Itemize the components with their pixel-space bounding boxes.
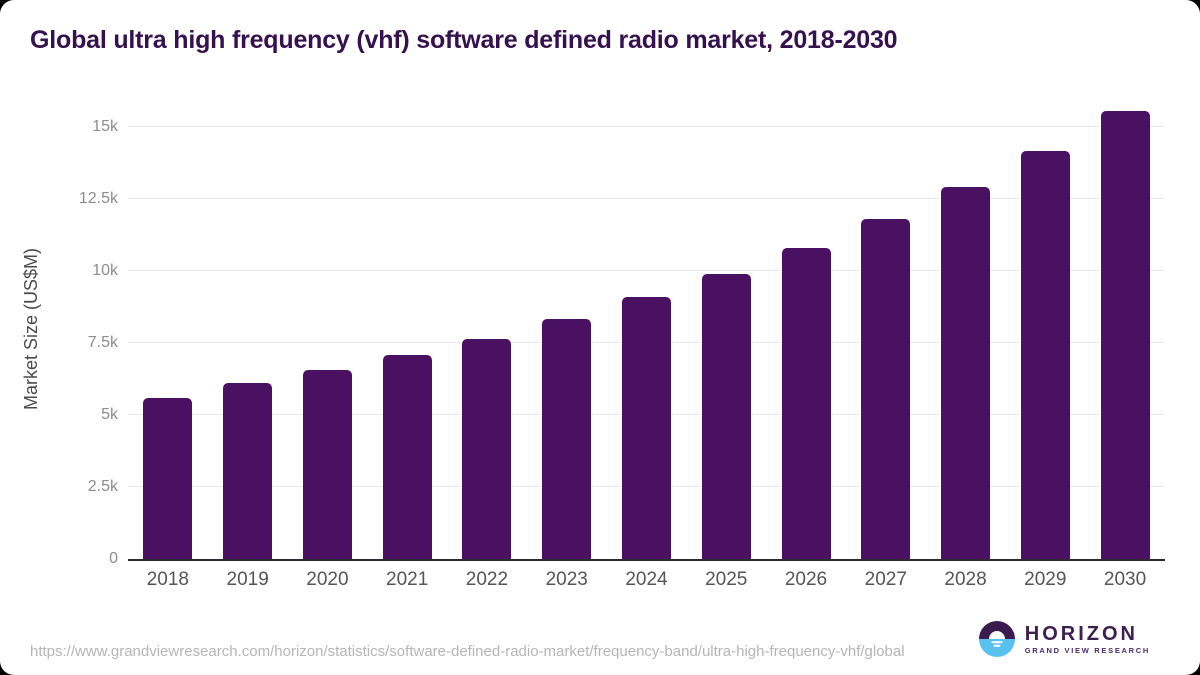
x-tick-label: 2021 [386, 569, 429, 590]
gridline [128, 198, 1165, 199]
bar-slot [128, 100, 208, 559]
y-tick-label: 2.5k [87, 478, 118, 495]
bar-slot [846, 100, 926, 559]
x-axis-labels: 2018 2019 2020 2021 2022 2023 2024 2025 2026 2027… [128, 569, 1165, 591]
bar-2026[interactable] [781, 247, 831, 559]
bar-slot [607, 100, 687, 559]
source-url: https://www.grandviewresearch.com/horizo… [30, 642, 905, 660]
horizon-logo[interactable]: HORIZON GRAND VIEW RESEARCH [978, 621, 1150, 657]
bar-slot [527, 100, 607, 559]
x-axis-line [128, 559, 1165, 561]
bar-slot [447, 100, 527, 559]
bar-2023[interactable] [542, 318, 592, 559]
x-tick-label: 2026 [784, 569, 828, 590]
x-tick-label: 2028 [944, 569, 987, 590]
y-tick-label: 15k [92, 118, 118, 135]
x-tick-label: 2030 [1103, 569, 1147, 590]
bar-2027[interactable] [861, 219, 911, 559]
bar-2020[interactable] [302, 370, 352, 559]
bar-slot [1085, 100, 1165, 559]
bar-slot [686, 100, 766, 559]
y-tick-label: 5k [101, 406, 118, 423]
bar-slot [367, 100, 447, 559]
bar-slot [288, 100, 368, 559]
horizon-sun-icon [978, 621, 1015, 657]
bar-2019[interactable] [223, 383, 273, 559]
bars-row [128, 100, 1165, 559]
chart-title: Global ultra high frequency (vhf) softwa… [30, 26, 898, 54]
bar-2022[interactable] [462, 338, 512, 559]
bar-2025[interactable] [701, 273, 751, 559]
x-tick-label: 2020 [306, 569, 349, 590]
x-tick-label: 2018 [146, 569, 190, 590]
y-tick-label: 10k [92, 262, 118, 279]
bar-2024[interactable] [621, 296, 671, 559]
bar-2029[interactable] [1020, 151, 1070, 559]
bar-slot [1005, 100, 1085, 559]
bar-slot [208, 100, 288, 559]
bar-2021[interactable] [382, 354, 432, 559]
bar-2028[interactable] [941, 187, 991, 559]
x-tick-label: 2029 [1024, 569, 1067, 590]
y-tick-label: 7.5k [87, 334, 118, 351]
gridline [128, 126, 1165, 127]
y-tick-label: 12.5k [78, 190, 118, 207]
plot-area: 0 2.5k 5k 7.5k 10k 12.5k 15k 2018 2019 2020 2021 20… [79, 100, 1165, 590]
x-tick-label: 2019 [226, 569, 269, 590]
x-tick-label: 2025 [705, 569, 748, 590]
bar-2030[interactable] [1100, 111, 1150, 559]
x-tick-label: 2022 [465, 569, 509, 590]
logo-name: HORIZON [1024, 623, 1138, 645]
logo-subtitle: GRAND VIEW RESEARCH [1024, 646, 1150, 655]
x-tick-label: 2023 [545, 569, 588, 590]
y-tick-label: 0 [109, 550, 118, 567]
x-tick-label: 2027 [864, 569, 907, 590]
bar-slot [926, 100, 1006, 559]
bar-2018[interactable] [143, 397, 193, 559]
x-tick-label: 2024 [625, 569, 668, 590]
bar-slot [766, 100, 846, 559]
gridline [128, 270, 1165, 271]
logo-text: HORIZON GRAND VIEW RESEARCH [1025, 623, 1150, 655]
